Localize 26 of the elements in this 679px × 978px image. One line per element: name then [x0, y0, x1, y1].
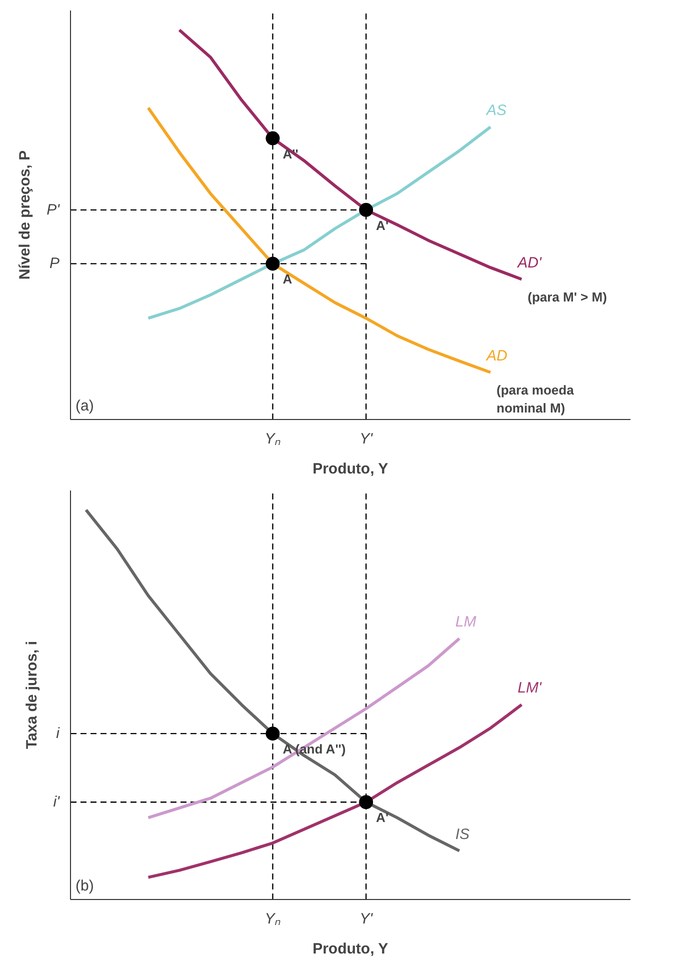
series-label: AS: [486, 102, 507, 119]
x-axis-title: Produto, Y: [312, 460, 388, 478]
annotation: A (and A''): [282, 742, 346, 757]
text: (b): [76, 878, 94, 894]
text: (a): [76, 398, 94, 414]
annotation: A': [376, 218, 389, 233]
x-tick-label: Yₙ: [264, 430, 281, 448]
annotation: (para moeda nominal M): [496, 382, 575, 416]
x-tick-label: Yₙ: [264, 910, 281, 928]
x-tick-label: Y': [360, 910, 374, 928]
annotation: A': [376, 810, 389, 826]
ref-line-label: P': [46, 201, 61, 218]
ref-line-label: i: [56, 725, 60, 742]
annotation: A: [282, 272, 293, 287]
ref-line-label: P: [49, 255, 60, 272]
x-axis-title: Produto, Y: [312, 940, 388, 958]
y-axis-title: Taxa de juros, i: [23, 640, 40, 750]
y-axis-title: Nível de preços, P: [16, 150, 34, 280]
series-label: LM': [518, 680, 542, 697]
series-label: IS: [455, 826, 470, 843]
series-label: LM: [455, 614, 477, 631]
series-label: AD: [486, 347, 508, 364]
annotation: (para M' > M): [528, 289, 607, 304]
ref-line-label: i': [53, 794, 61, 811]
series-label: AD': [516, 254, 542, 272]
x-tick-label: Y': [360, 430, 374, 448]
